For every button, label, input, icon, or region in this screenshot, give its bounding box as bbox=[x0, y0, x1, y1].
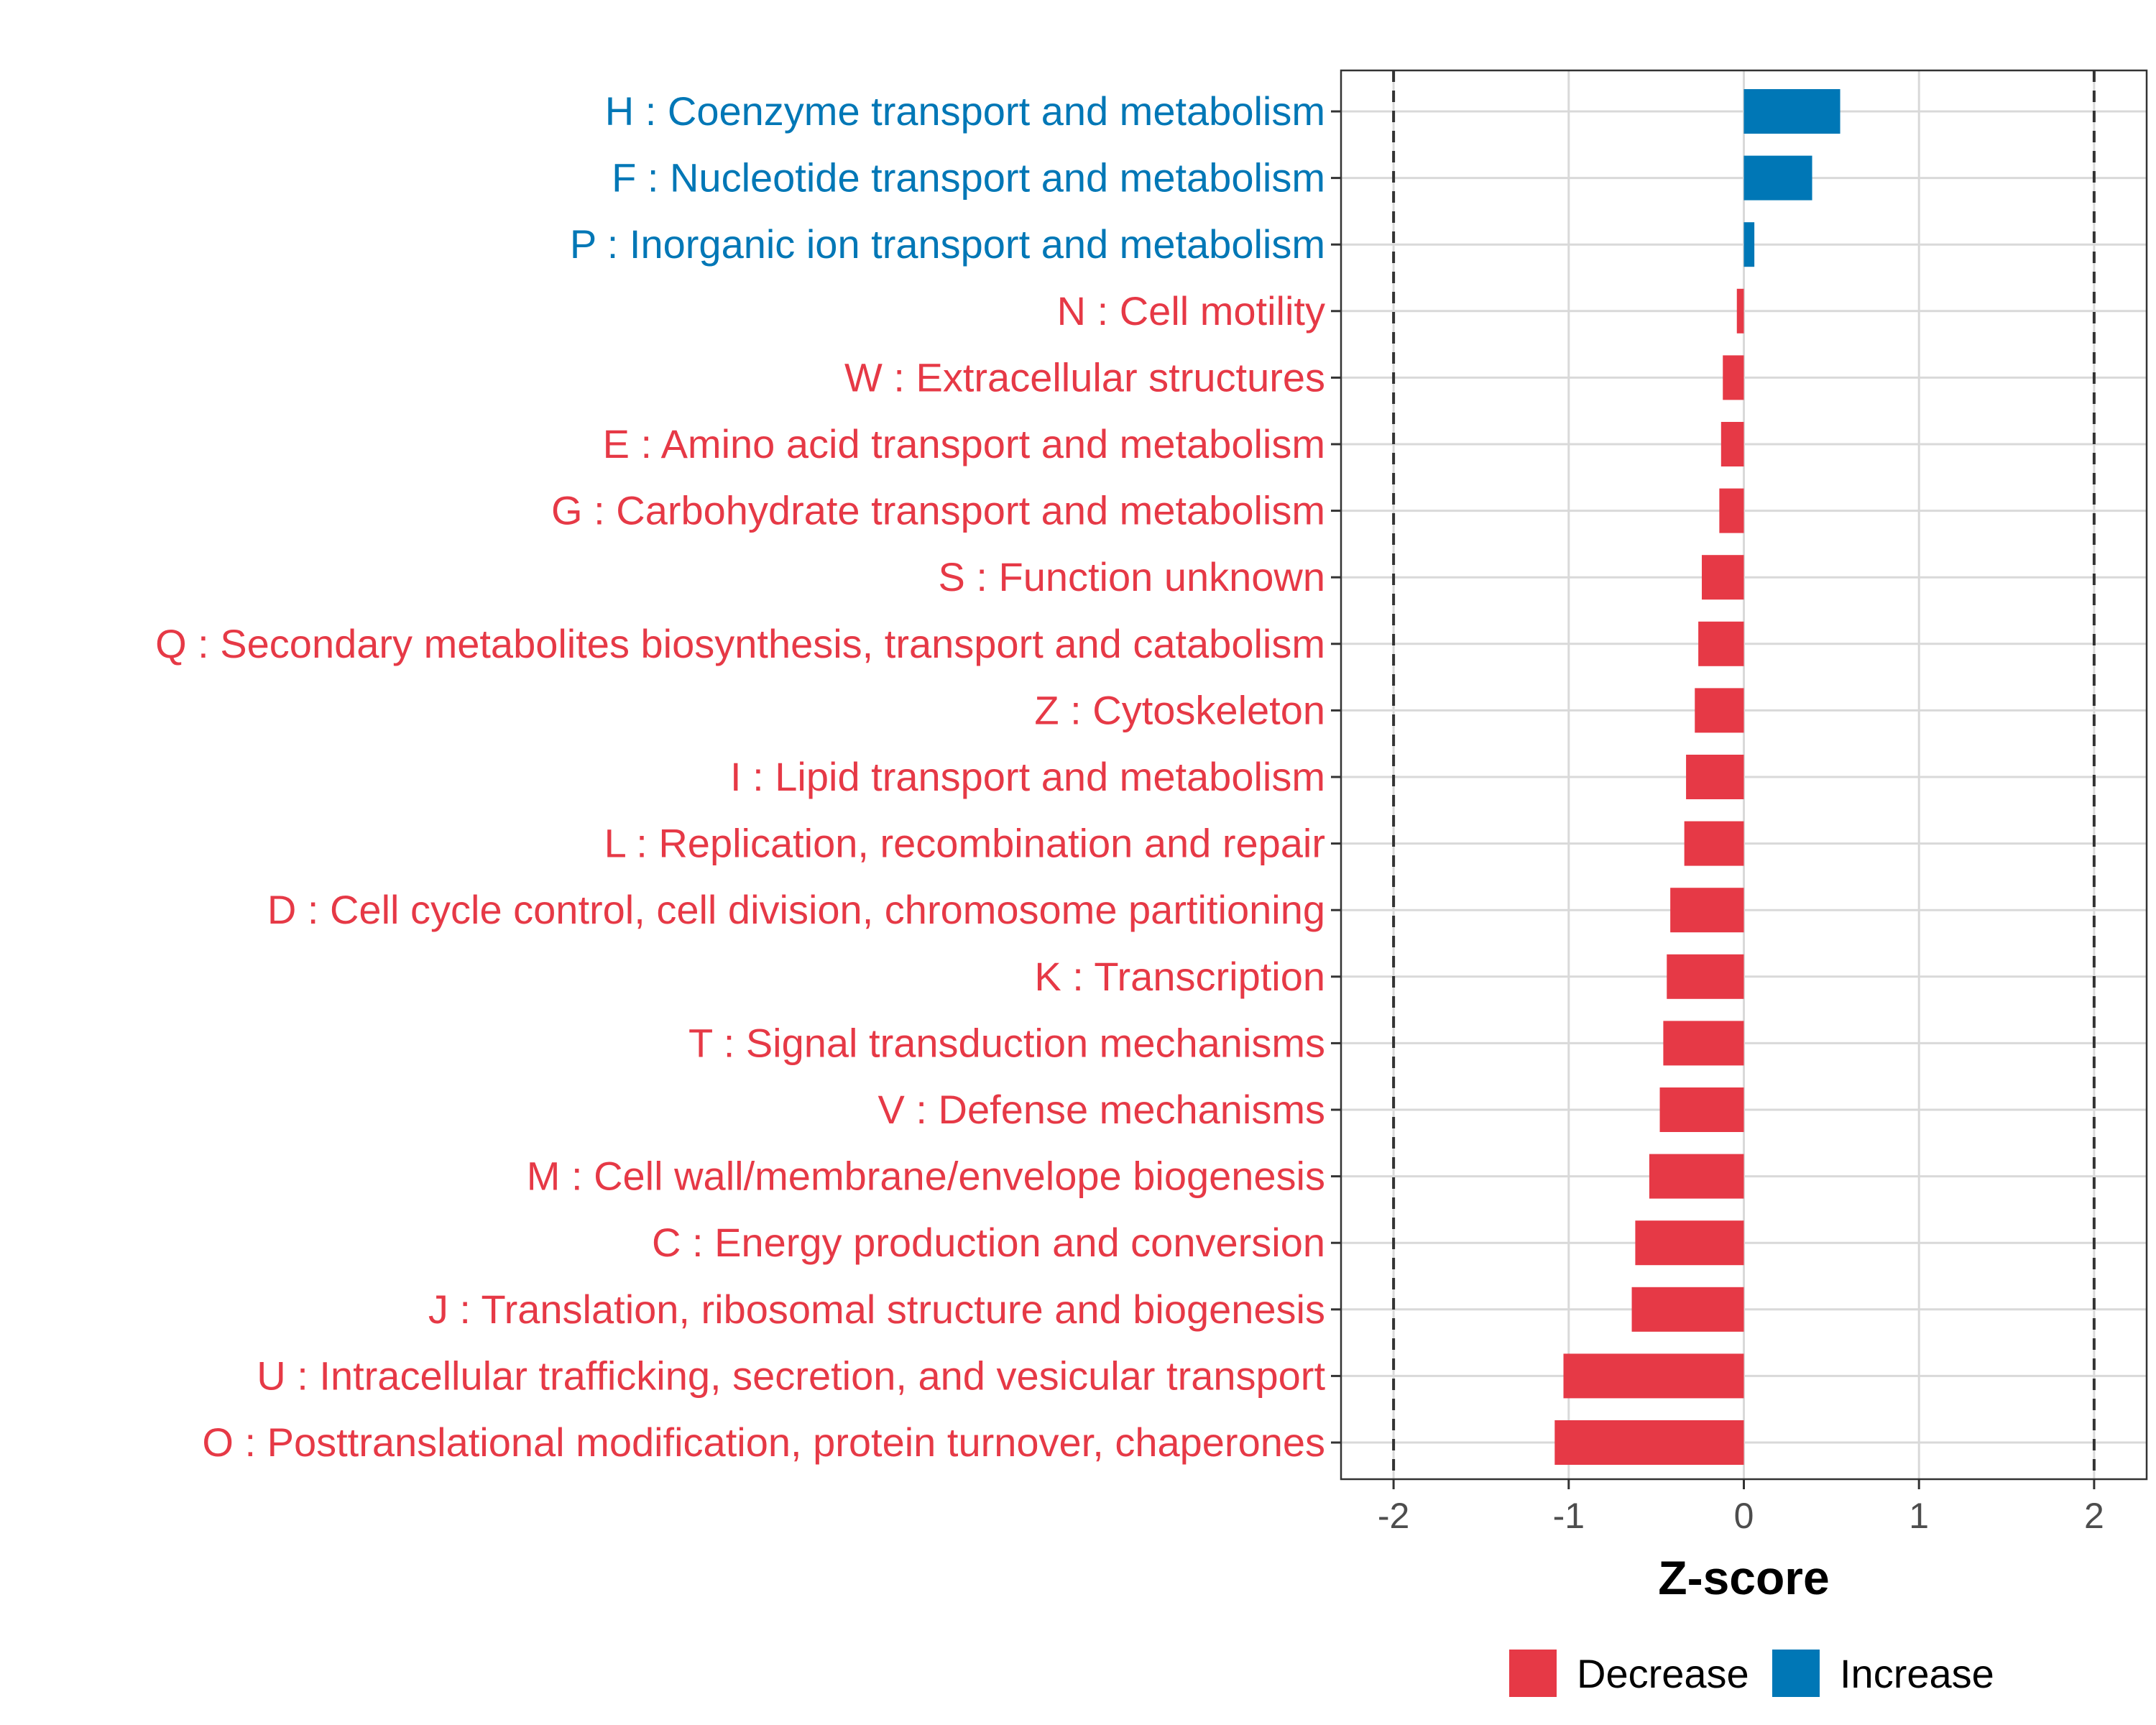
category-label: M : Cell wall/membrane/envelope biogenes… bbox=[527, 1154, 1325, 1199]
x-axis: -2 -1 0 1 2 bbox=[1378, 1479, 2104, 1536]
legend-label-increase: Increase bbox=[1840, 1651, 1994, 1696]
category-label: C : Energy production and conversion bbox=[652, 1220, 1325, 1265]
bar-decrease bbox=[1695, 688, 1744, 733]
bar-decrease bbox=[1667, 954, 1744, 999]
category-label: U : Intracellular trafficking, secretion… bbox=[257, 1353, 1325, 1398]
category-label: O : Posttranslational modification, prot… bbox=[202, 1420, 1325, 1465]
bar-decrease bbox=[1659, 1087, 1744, 1132]
x-tick-label: 2 bbox=[2084, 1496, 2104, 1536]
bar-decrease bbox=[1670, 888, 1744, 933]
category-label: D : Cell cycle control, cell division, c… bbox=[267, 887, 1325, 932]
legend-label-decrease: Decrease bbox=[1577, 1651, 1749, 1696]
bar-decrease bbox=[1702, 555, 1744, 600]
bar-decrease bbox=[1720, 422, 1744, 466]
bar-decrease bbox=[1698, 621, 1744, 666]
bar-decrease bbox=[1554, 1420, 1744, 1465]
bar-increase bbox=[1743, 89, 1841, 134]
category-label: F : Nucleotide transport and metabolism bbox=[612, 155, 1325, 201]
category-label: N : Cell motility bbox=[1057, 288, 1325, 334]
bar-decrease bbox=[1663, 1021, 1744, 1066]
category-label: V : Defense mechanisms bbox=[878, 1087, 1325, 1132]
bars bbox=[1554, 89, 1841, 1465]
x-tick-label: 0 bbox=[1734, 1496, 1754, 1536]
x-tick-label: 1 bbox=[1909, 1496, 1929, 1536]
reference-lines bbox=[1392, 70, 2096, 1479]
x-tick-label: -2 bbox=[1378, 1496, 1409, 1536]
category-label: I : Lipid transport and metabolism bbox=[730, 754, 1325, 799]
category-label: L : Replication, recombination and repai… bbox=[604, 821, 1325, 866]
legend: Decrease Increase bbox=[1509, 1650, 1994, 1697]
category-label: S : Function unknown bbox=[938, 554, 1325, 599]
category-label: G : Carbohydrate transport and metabolis… bbox=[551, 488, 1325, 533]
category-label: E : Amino acid transport and metabolism bbox=[603, 421, 1325, 466]
x-tick-label: -1 bbox=[1553, 1496, 1585, 1536]
bar-decrease bbox=[1563, 1353, 1744, 1399]
bar-decrease bbox=[1723, 355, 1744, 400]
bar-decrease bbox=[1686, 755, 1744, 799]
y-axis: H : Coenzyme transport and metabolism F :… bbox=[155, 88, 1341, 1465]
category-label: Q : Secondary metabolites biosynthesis, … bbox=[155, 621, 1325, 666]
category-label: T : Signal transduction mechanisms bbox=[688, 1020, 1325, 1065]
category-label: W : Extracellular structures bbox=[844, 354, 1325, 400]
bar-increase bbox=[1743, 155, 1812, 201]
bar-decrease bbox=[1719, 488, 1744, 533]
category-label: H : Coenzyme transport and metabolism bbox=[605, 88, 1325, 134]
category-label: P : Inorganic ion transport and metaboli… bbox=[570, 221, 1325, 267]
bar-decrease bbox=[1631, 1287, 1744, 1332]
x-axis-title: Z-score bbox=[1658, 1551, 1829, 1604]
category-label: K : Transcription bbox=[1034, 954, 1325, 999]
bar-decrease bbox=[1649, 1154, 1744, 1199]
bar-increase bbox=[1743, 222, 1755, 267]
bar-decrease bbox=[1635, 1220, 1744, 1266]
bar-decrease bbox=[1736, 288, 1744, 334]
bar-decrease bbox=[1684, 821, 1744, 866]
category-label: Z : Cytoskeleton bbox=[1034, 687, 1325, 732]
category-label: J : Translation, ribosomal structure and… bbox=[428, 1287, 1325, 1332]
legend-swatch-increase bbox=[1772, 1650, 1820, 1697]
legend-swatch-decrease bbox=[1509, 1650, 1557, 1697]
